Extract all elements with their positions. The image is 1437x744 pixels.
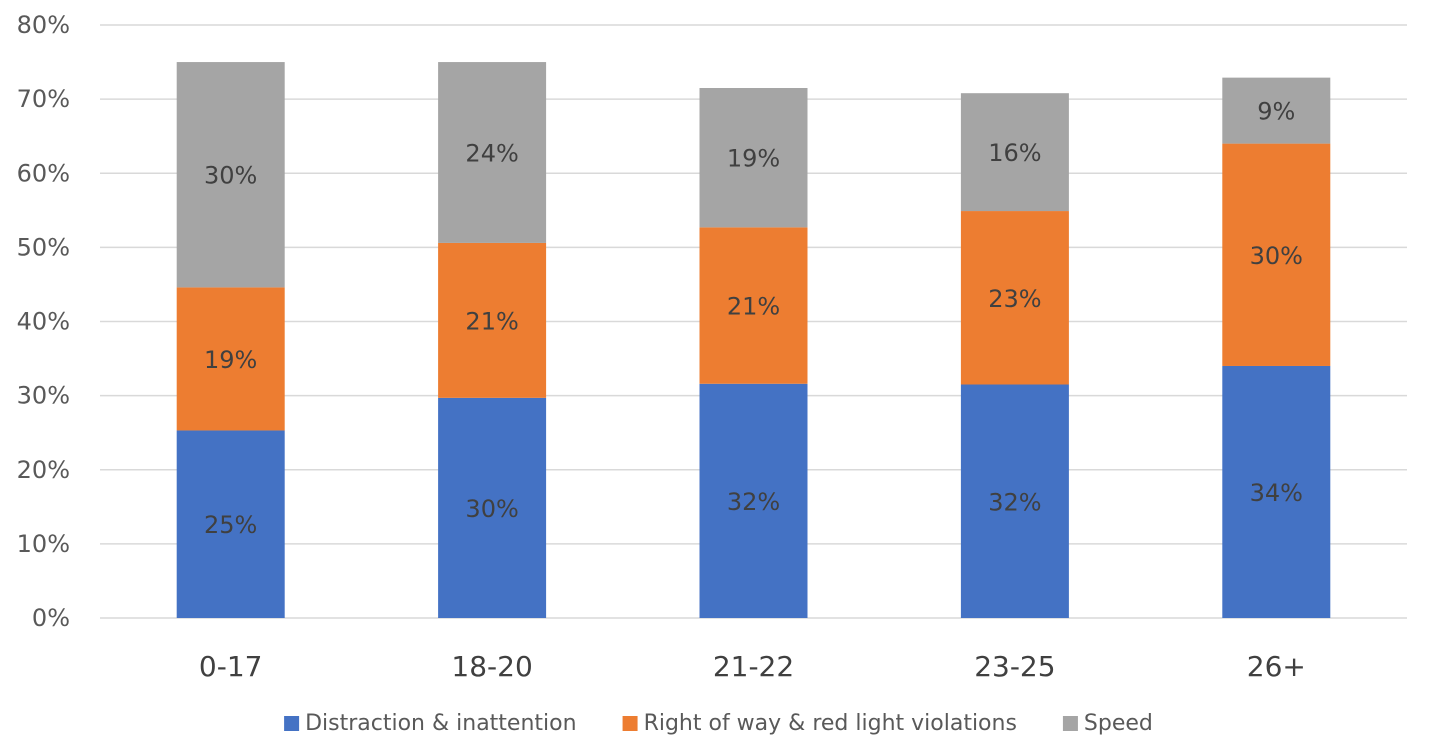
bar-segment-18-20-2[interactable] xyxy=(438,62,547,243)
y-tick-label: 50% xyxy=(17,233,70,261)
x-tick-label: 23-25 xyxy=(974,650,1055,683)
y-tick-label: 0% xyxy=(32,604,70,632)
data-label: 24% xyxy=(465,139,518,167)
data-label: 32% xyxy=(988,488,1041,516)
legend-label: Speed xyxy=(1084,711,1153,736)
x-tick-label: 18-20 xyxy=(451,650,532,683)
bar-segment-26+-0[interactable] xyxy=(1222,365,1331,618)
data-label: 32% xyxy=(727,488,780,516)
y-tick-label: 10% xyxy=(17,530,70,558)
data-labels: 25% 19% 30% 30% 21% 24% 32% 21% 19% 32% 23% 16% 34% 3… xyxy=(204,98,1303,540)
data-label: 30% xyxy=(204,162,257,190)
data-label: 21% xyxy=(465,307,518,335)
legend-item-0[interactable]: Distraction & inattention xyxy=(284,711,577,736)
bar-segment-21-22-1[interactable] xyxy=(699,227,808,384)
data-label: 23% xyxy=(988,285,1041,313)
legend-item-1[interactable]: Right of way & red light violations xyxy=(622,711,1017,736)
data-label: 25% xyxy=(204,511,257,539)
data-label: 21% xyxy=(727,293,780,321)
y-tick-label: 60% xyxy=(17,159,70,187)
bar-segment-26+-2[interactable] xyxy=(1222,77,1331,144)
bar-segment-23-25-2[interactable] xyxy=(960,93,1069,212)
bar-segment-21-22-0[interactable] xyxy=(699,383,808,618)
bar-segment-26+-1[interactable] xyxy=(1222,143,1331,366)
bar-segment-18-20-1[interactable] xyxy=(438,242,547,398)
bar-segment-21-22-2[interactable] xyxy=(699,88,808,228)
y-tick-label: 30% xyxy=(17,382,70,410)
data-label: 19% xyxy=(727,145,780,173)
y-tick-label: 70% xyxy=(17,85,70,113)
bar-segment-0-17-0[interactable] xyxy=(176,430,285,618)
y-tick-label: 20% xyxy=(17,456,70,484)
bar-segment-0-17-2[interactable] xyxy=(176,62,285,288)
legend-label: Right of way & red light violations xyxy=(644,711,1017,736)
legend-swatch xyxy=(284,716,300,731)
data-label: 9% xyxy=(1257,98,1295,126)
bar-segment-18-20-0[interactable] xyxy=(438,397,547,618)
x-axis: 0-17 18-20 21-22 23-25 26+ xyxy=(199,650,1306,683)
legend-item-2[interactable]: Speed xyxy=(1062,711,1153,736)
data-label: 34% xyxy=(1250,479,1303,507)
x-tick-label: 26+ xyxy=(1247,650,1306,683)
bar-segment-23-25-0[interactable] xyxy=(960,384,1069,618)
data-label: 30% xyxy=(1250,242,1303,270)
y-tick-label: 80% xyxy=(17,11,70,39)
bars xyxy=(176,62,1331,618)
bar-segment-23-25-1[interactable] xyxy=(960,211,1069,385)
data-label: 19% xyxy=(204,346,257,374)
y-axis: 0% 10% 20% 30% 40% 50% 60% 70% 80% xyxy=(17,11,70,632)
bar-segment-0-17-1[interactable] xyxy=(176,287,285,431)
legend-label: Distraction & inattention xyxy=(305,711,576,736)
x-tick-label: 0-17 xyxy=(199,650,263,683)
legend-swatch xyxy=(622,716,638,731)
y-tick-label: 40% xyxy=(17,308,70,336)
legend[interactable]: Distraction & inattention Right of way & … xyxy=(284,711,1153,736)
data-label: 30% xyxy=(465,495,518,523)
x-tick-label: 21-22 xyxy=(713,650,794,683)
legend-swatch xyxy=(1062,716,1078,731)
data-label: 16% xyxy=(988,139,1041,167)
